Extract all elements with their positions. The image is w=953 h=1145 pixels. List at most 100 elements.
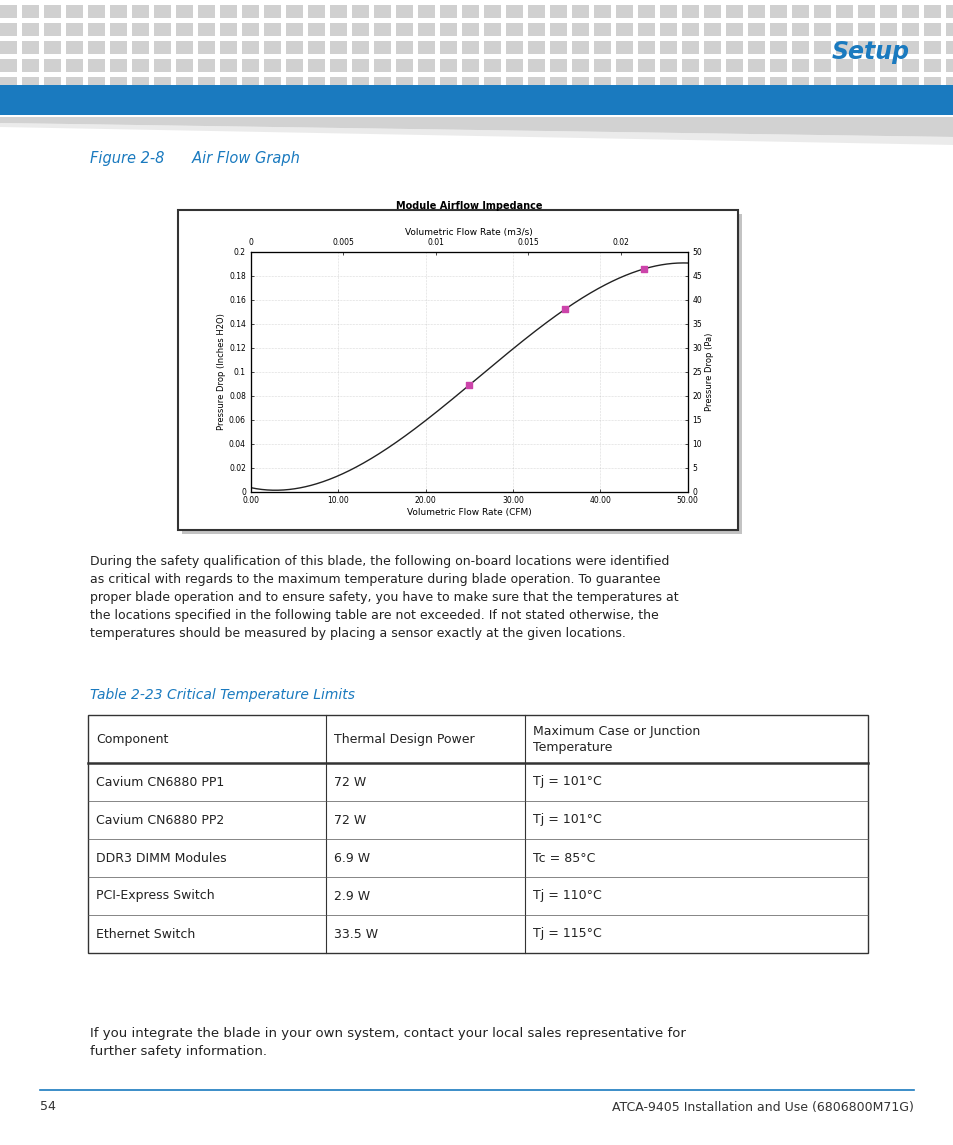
Bar (66, 5, 83, 18)
Bar (769, 23, 786, 35)
Bar (879, 5, 896, 18)
Bar (725, 5, 742, 18)
Bar (857, 77, 874, 90)
Bar (527, 41, 544, 54)
Bar (286, 60, 303, 72)
Bar (88, 60, 105, 72)
Bar (681, 5, 699, 18)
Bar (220, 41, 236, 54)
Bar (242, 23, 258, 35)
Bar (550, 77, 566, 90)
Bar (264, 5, 281, 18)
Bar (681, 60, 699, 72)
Bar (330, 23, 347, 35)
Bar (242, 5, 258, 18)
Bar (330, 60, 347, 72)
Bar (594, 77, 610, 90)
Bar (703, 60, 720, 72)
Bar (550, 23, 566, 35)
Bar (791, 60, 808, 72)
Bar (483, 23, 500, 35)
Bar (769, 77, 786, 90)
Bar (550, 41, 566, 54)
Bar (901, 23, 918, 35)
Bar (352, 5, 369, 18)
Bar (791, 41, 808, 54)
Bar (747, 77, 764, 90)
Bar (923, 5, 940, 18)
Bar (66, 77, 83, 90)
Bar (616, 77, 633, 90)
Bar (616, 5, 633, 18)
Bar (88, 23, 105, 35)
Bar (0, 23, 17, 35)
Bar (461, 60, 478, 72)
Bar (901, 5, 918, 18)
Bar (198, 77, 214, 90)
Bar (395, 5, 413, 18)
X-axis label: Volumetric Flow Rate (m3/s): Volumetric Flow Rate (m3/s) (405, 228, 533, 237)
Bar (857, 23, 874, 35)
Bar (527, 5, 544, 18)
Bar (813, 5, 830, 18)
Text: Tj = 115°C: Tj = 115°C (532, 927, 601, 940)
Text: 72 W: 72 W (334, 775, 366, 789)
Bar (182, 214, 741, 534)
Bar (66, 23, 83, 35)
Text: 6.9 W: 6.9 W (334, 852, 370, 864)
Bar (835, 77, 852, 90)
Bar (352, 23, 369, 35)
Text: ATCA-9405 Installation and Use (6806800M71G): ATCA-9405 Installation and Use (6806800M… (612, 1100, 913, 1113)
Bar (286, 5, 303, 18)
Bar (175, 60, 193, 72)
Bar (264, 77, 281, 90)
Bar (572, 23, 588, 35)
Bar (725, 60, 742, 72)
Bar (769, 5, 786, 18)
Bar (461, 5, 478, 18)
Bar (198, 60, 214, 72)
Bar (572, 5, 588, 18)
Text: If you integrate the blade in your own system, contact your local sales represen: If you integrate the blade in your own s… (90, 1027, 685, 1040)
Bar (153, 41, 171, 54)
Bar (616, 60, 633, 72)
Bar (374, 60, 391, 72)
Text: Setup: Setup (831, 40, 909, 64)
Bar (703, 5, 720, 18)
Bar (132, 41, 149, 54)
Bar (835, 41, 852, 54)
Bar (417, 60, 435, 72)
Bar (0, 41, 17, 54)
Bar (747, 60, 764, 72)
Bar (813, 41, 830, 54)
Bar (791, 5, 808, 18)
Bar (352, 60, 369, 72)
Bar (110, 5, 127, 18)
Bar (505, 5, 522, 18)
Bar (483, 77, 500, 90)
Bar (638, 5, 655, 18)
Bar (461, 77, 478, 90)
Bar (330, 5, 347, 18)
Bar (945, 60, 953, 72)
Bar (879, 23, 896, 35)
Text: Figure 2-8      Air Flow Graph: Figure 2-8 Air Flow Graph (90, 150, 299, 166)
Text: 33.5 W: 33.5 W (334, 927, 377, 940)
Text: DDR3 DIMM Modules: DDR3 DIMM Modules (96, 852, 227, 864)
Bar (110, 77, 127, 90)
Bar (198, 5, 214, 18)
Bar (835, 5, 852, 18)
Bar (198, 41, 214, 54)
Bar (198, 23, 214, 35)
Bar (572, 41, 588, 54)
Bar (175, 5, 193, 18)
Bar (352, 41, 369, 54)
Bar (616, 23, 633, 35)
Bar (153, 60, 171, 72)
Bar (638, 60, 655, 72)
Bar (22, 77, 39, 90)
Bar (659, 23, 677, 35)
Bar (110, 60, 127, 72)
Bar (242, 60, 258, 72)
Bar (725, 77, 742, 90)
